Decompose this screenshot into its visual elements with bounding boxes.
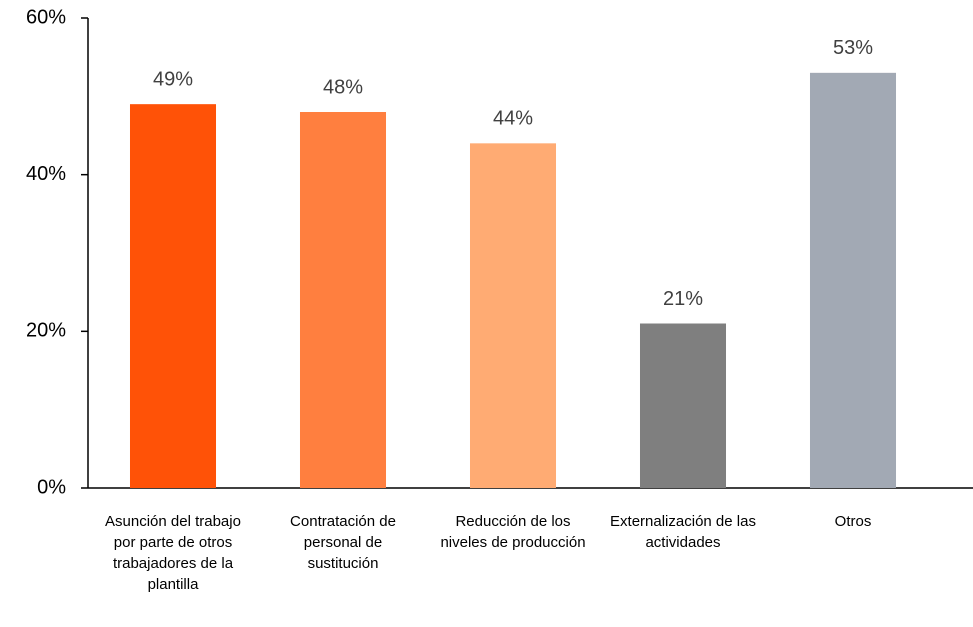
x-tick-label: Reducción de los niveles de producción	[440, 513, 586, 551]
y-tick-label: 0%	[37, 476, 66, 498]
y-tick-label: 60%	[26, 6, 66, 28]
value-label: 21%	[663, 288, 703, 310]
y-tick-label: 40%	[26, 163, 66, 185]
x-tick-label: Asunción del trabajo por parte de otros …	[105, 513, 241, 593]
value-label: 48%	[323, 76, 363, 98]
value-label: 44%	[493, 108, 533, 130]
value-label: 49%	[153, 68, 193, 90]
bar	[639, 323, 727, 488]
bar	[299, 112, 387, 488]
value-label: 53%	[833, 37, 873, 59]
bar	[809, 72, 897, 488]
bar	[129, 104, 217, 489]
bar	[469, 143, 557, 489]
y-tick-label: 20%	[26, 320, 66, 342]
x-tick-label: Externalización de las actividades	[610, 513, 756, 551]
x-tick-label: Contratación de personal de sustitución	[290, 513, 396, 572]
x-tick-label: Otros	[834, 513, 872, 530]
